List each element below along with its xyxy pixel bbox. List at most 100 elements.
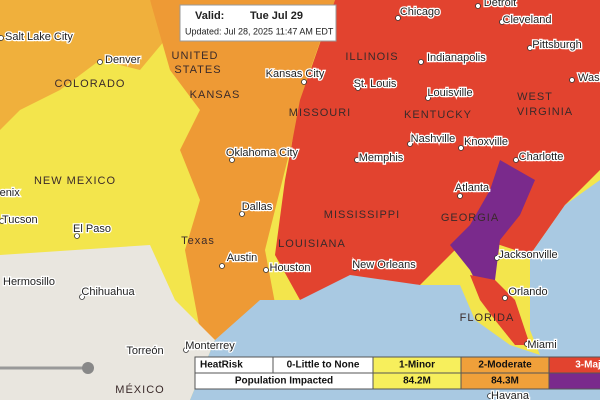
atlantic-water — [530, 180, 600, 400]
city-label: Salt Lake City — [5, 31, 73, 43]
city-label: New Orleans — [352, 259, 416, 271]
legend-level: 2-Moderate — [478, 360, 532, 371]
city-dot — [354, 157, 360, 163]
city-label: Austin — [227, 252, 258, 264]
legend-level: 3-Major — [575, 360, 600, 371]
city-label: Torreón — [126, 345, 163, 357]
city-dot — [141, 348, 147, 354]
city-dot — [487, 393, 493, 399]
valid-date: Tue Jul 29 — [250, 10, 303, 22]
legend: HeatRisk 0-Little to None 1-Minor 2-Moderat… — [194, 356, 600, 390]
city-label: Kansas City — [266, 68, 325, 80]
city-dot — [239, 211, 245, 217]
heat-moderate — [150, 0, 335, 360]
city-dot — [494, 255, 500, 261]
city-dot — [524, 341, 530, 347]
city-dot — [475, 3, 481, 9]
city-label: Nashville — [411, 133, 456, 145]
population-value: 84.2M — [403, 376, 431, 387]
region-label: MÉXICO — [115, 383, 164, 396]
city-dot — [395, 15, 401, 21]
city-label: Phoenix — [0, 187, 20, 199]
region-label: Texas — [181, 235, 215, 247]
city-dot — [513, 157, 519, 163]
city-dot — [74, 233, 80, 239]
city-label: Charlotte — [519, 151, 564, 163]
slider-handle[interactable] — [82, 362, 94, 374]
city-dot — [0, 35, 4, 41]
city-dot — [425, 95, 431, 101]
city-dot — [97, 59, 103, 65]
city-label: Hermosillo — [3, 276, 55, 288]
legend-pop-cell — [548, 372, 600, 390]
city-label: Havana — [491, 390, 530, 400]
heat-major — [275, 0, 600, 300]
city-dot — [569, 77, 575, 83]
city-dot — [355, 85, 361, 91]
city-dot — [352, 265, 358, 271]
legend-title: HeatRisk — [200, 360, 243, 371]
region-label: KENTUCKY — [404, 109, 472, 121]
city-label: Atlanta — [455, 182, 490, 194]
city-label: Indianapolis — [427, 52, 486, 64]
region-label: VIRGINIA — [517, 106, 573, 118]
city-dot — [457, 193, 463, 199]
population-label: Population Impacted — [235, 376, 333, 387]
region-label: FLORIDA — [460, 312, 515, 324]
region-label: WEST — [517, 91, 553, 103]
city-dot — [407, 141, 413, 147]
city-label: El Paso — [73, 223, 111, 235]
city-label: Knoxville — [464, 136, 508, 148]
region-label: MISSOURI — [289, 107, 351, 119]
legend-level: 1-Minor — [399, 360, 435, 371]
slider[interactable] — [0, 362, 94, 374]
florida-peninsula — [470, 275, 530, 345]
info-box-bg — [179, 4, 337, 42]
city-label: Oklahoma City — [226, 147, 299, 159]
city-dot — [527, 45, 533, 51]
city-label: Denver — [105, 54, 141, 66]
info-box: Valid: Tue Jul 29 Updated: Jul 28, 2025 … — [179, 4, 337, 42]
city-dot — [0, 218, 5, 224]
city-dot — [183, 347, 189, 353]
city-label: Chicago — [400, 6, 440, 18]
legend-level: 0-Little to None — [287, 360, 360, 371]
city-dot — [301, 79, 307, 85]
city-label: Detroit — [484, 0, 516, 9]
region-label: NEW MEXICO — [34, 175, 116, 187]
city-label: Jacksonville — [498, 249, 557, 261]
city-label: Orlando — [508, 286, 547, 298]
city-label: Tucson — [2, 214, 38, 226]
city-dot — [229, 157, 235, 163]
city-label: Houston — [270, 262, 311, 274]
city-label: Washington — [578, 72, 600, 84]
heat-minor-west — [0, 0, 165, 130]
city-dot — [19, 280, 25, 286]
city-dot — [79, 294, 85, 300]
region-label: MISSISSIPPI — [324, 209, 400, 221]
mexico-land — [0, 245, 215, 400]
city-dot — [263, 267, 269, 273]
city-dot — [499, 19, 505, 25]
city-dot — [219, 263, 225, 269]
city-label: Memphis — [359, 152, 404, 164]
valid-label: Valid: — [195, 10, 224, 22]
region-label: STATES — [174, 64, 221, 76]
city-label: Dallas — [242, 201, 273, 213]
heat-extreme — [450, 160, 535, 300]
region-label: ILLINOIS — [345, 51, 398, 63]
city-label: Monterrey — [185, 340, 235, 352]
city-label: Miami — [527, 339, 556, 351]
region-label: UNITED — [172, 50, 219, 62]
city-label: St. Louis — [354, 78, 397, 90]
city-dot — [458, 145, 464, 151]
city-label: Cleveland — [503, 14, 552, 26]
region-label: COLORADO — [55, 78, 126, 90]
region-label: KANSAS — [190, 89, 241, 101]
city-dot — [502, 295, 508, 301]
region-label: LOUISIANA — [278, 238, 346, 250]
city-label: Pittsburgh — [532, 39, 582, 51]
region-label: GEORGIA — [441, 212, 499, 224]
